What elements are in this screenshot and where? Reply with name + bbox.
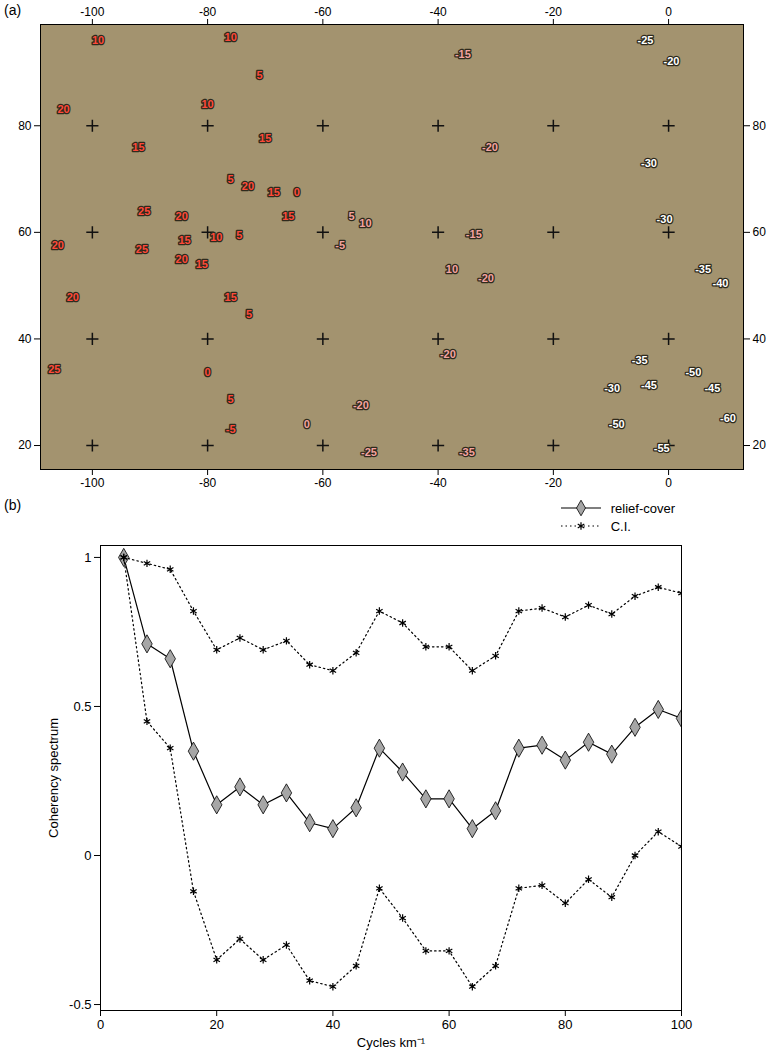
svg-text:25: 25 bbox=[136, 243, 148, 255]
svg-text:-40: -40 bbox=[712, 277, 728, 289]
svg-text:15: 15 bbox=[282, 210, 294, 222]
svg-text:-30: -30 bbox=[657, 213, 673, 225]
svg-text:-15: -15 bbox=[455, 48, 471, 60]
svg-text:1: 1 bbox=[84, 550, 91, 565]
svg-text:-30: -30 bbox=[604, 382, 620, 394]
html-text:relief-cover: relief-cover bbox=[610, 500, 675, 516]
svg-text:15: 15 bbox=[178, 234, 190, 246]
svg-text:-100: -100 bbox=[80, 476, 104, 490]
svg-text:25: 25 bbox=[138, 205, 150, 217]
svg-text:25: 25 bbox=[48, 363, 60, 375]
svg-text:80: 80 bbox=[18, 119, 32, 133]
svg-text:5: 5 bbox=[349, 210, 355, 222]
svg-text:5: 5 bbox=[228, 173, 234, 185]
svg-text:20: 20 bbox=[242, 179, 254, 191]
svg-text:-35: -35 bbox=[632, 354, 648, 366]
svg-text:-40: -40 bbox=[429, 5, 447, 19]
svg-text:-45: -45 bbox=[704, 382, 720, 394]
svg-text:100: 100 bbox=[671, 1017, 693, 1032]
svg-text:10: 10 bbox=[210, 231, 222, 243]
svg-text:-50: -50 bbox=[609, 418, 625, 430]
svg-text:10: 10 bbox=[201, 98, 213, 110]
svg-text:15: 15 bbox=[259, 132, 271, 144]
svg-text:-80: -80 bbox=[199, 476, 217, 490]
svg-text:-20: -20 bbox=[440, 348, 456, 360]
svg-text:20: 20 bbox=[176, 253, 188, 265]
svg-text:40: 40 bbox=[18, 332, 32, 346]
html-text:(b): (b) bbox=[4, 497, 22, 513]
svg-text:15: 15 bbox=[225, 291, 237, 303]
svg-text:15: 15 bbox=[196, 258, 208, 270]
svg-text:-40: -40 bbox=[429, 476, 447, 490]
svg-text:-5: -5 bbox=[335, 239, 345, 251]
svg-text:10: 10 bbox=[359, 217, 371, 229]
svg-text:20: 20 bbox=[176, 210, 188, 222]
svg-text:10: 10 bbox=[225, 31, 237, 43]
svg-text:5: 5 bbox=[246, 308, 252, 320]
svg-text:Coherency spectrum: Coherency spectrum bbox=[46, 718, 61, 838]
svg-text:5: 5 bbox=[256, 69, 262, 81]
svg-text:20: 20 bbox=[52, 239, 64, 251]
svg-text:-25: -25 bbox=[638, 34, 654, 46]
svg-text:-20: -20 bbox=[664, 55, 680, 67]
svg-text:10: 10 bbox=[446, 263, 458, 275]
svg-text:-0.5: -0.5 bbox=[69, 997, 91, 1012]
svg-text:0: 0 bbox=[84, 848, 91, 863]
html-text:(a): (a) bbox=[4, 2, 22, 18]
svg-text:-25: -25 bbox=[361, 446, 377, 458]
svg-text:-60: -60 bbox=[720, 412, 736, 424]
svg-text:0: 0 bbox=[294, 186, 300, 198]
svg-text:-20: -20 bbox=[545, 476, 563, 490]
svg-text:-45: -45 bbox=[641, 379, 657, 391]
svg-text:5: 5 bbox=[228, 393, 234, 405]
svg-text:-20: -20 bbox=[482, 141, 498, 153]
svg-text:0: 0 bbox=[665, 5, 672, 19]
svg-text:15: 15 bbox=[132, 141, 144, 153]
svg-text:0: 0 bbox=[205, 365, 211, 377]
svg-text:60: 60 bbox=[18, 225, 32, 239]
svg-text:-50: -50 bbox=[685, 365, 701, 377]
html-text:C.I.: C.I. bbox=[610, 518, 631, 534]
svg-text:40: 40 bbox=[326, 1017, 340, 1032]
svg-text:-35: -35 bbox=[459, 446, 475, 458]
svg-text:0: 0 bbox=[97, 1017, 104, 1032]
svg-text:0.5: 0.5 bbox=[73, 699, 91, 714]
svg-text:40: 40 bbox=[753, 332, 767, 346]
svg-text:60: 60 bbox=[442, 1017, 456, 1032]
svg-text:20: 20 bbox=[753, 438, 767, 452]
svg-text:-5: -5 bbox=[226, 423, 236, 435]
svg-text:60: 60 bbox=[753, 225, 767, 239]
svg-text:-60: -60 bbox=[314, 476, 332, 490]
svg-text:-100: -100 bbox=[80, 5, 104, 19]
svg-text:0: 0 bbox=[304, 418, 310, 430]
svg-text:Cycles km⁻¹: Cycles km⁻¹ bbox=[357, 1035, 426, 1050]
svg-text:20: 20 bbox=[18, 438, 32, 452]
svg-text:-30: -30 bbox=[641, 157, 657, 169]
svg-text:10: 10 bbox=[92, 34, 104, 46]
svg-text:-20: -20 bbox=[545, 5, 563, 19]
svg-text:-35: -35 bbox=[695, 263, 711, 275]
svg-text:-55: -55 bbox=[654, 442, 670, 454]
svg-text:20: 20 bbox=[67, 291, 79, 303]
svg-text:-20: -20 bbox=[478, 272, 494, 284]
svg-text:5: 5 bbox=[236, 229, 242, 241]
svg-text:0: 0 bbox=[665, 476, 672, 490]
svg-text:-20: -20 bbox=[353, 399, 369, 411]
svg-text:-80: -80 bbox=[199, 5, 217, 19]
svg-text:15: 15 bbox=[268, 186, 280, 198]
svg-text:80: 80 bbox=[558, 1017, 572, 1032]
svg-text:-60: -60 bbox=[314, 5, 332, 19]
svg-text:20: 20 bbox=[209, 1017, 223, 1032]
svg-text:20: 20 bbox=[57, 103, 69, 115]
svg-text:-15: -15 bbox=[466, 228, 482, 240]
svg-text:80: 80 bbox=[753, 119, 767, 133]
